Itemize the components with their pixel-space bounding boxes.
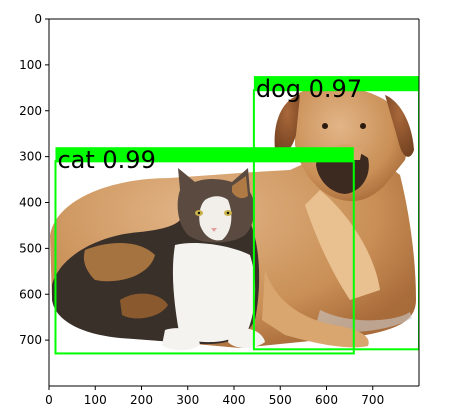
cat-white-chest xyxy=(172,243,256,343)
x-tick-label: 400 xyxy=(223,393,246,407)
x-tick-label: 700 xyxy=(361,393,384,407)
dog-ear-left xyxy=(274,95,300,155)
detections-layer: dog 0.97 cat 0.99 xyxy=(54,75,419,355)
cat-nose xyxy=(211,228,217,232)
dog-eye-right xyxy=(360,123,366,129)
cat-orange-patch xyxy=(83,243,155,282)
cat-paws xyxy=(162,328,200,351)
x-tick-label: 200 xyxy=(130,393,153,407)
y-tick-label: 300 xyxy=(19,150,42,164)
label-bar-cat xyxy=(55,147,354,163)
label-dog: dog 0.97 xyxy=(256,75,362,103)
cat-orange-patch-2 xyxy=(120,293,168,319)
label-cat: cat 0.99 xyxy=(57,146,155,174)
y-tick-label: 200 xyxy=(19,104,42,118)
cat-face-white xyxy=(199,196,232,241)
y-tick-label: 600 xyxy=(19,287,42,301)
x-tick-label: 300 xyxy=(176,393,199,407)
y-tick-label: 700 xyxy=(19,333,42,347)
cat-head-orange xyxy=(232,176,248,199)
y-tick-label: 0 xyxy=(34,12,42,26)
label-bar-dog xyxy=(253,76,419,92)
y-tick-label: 500 xyxy=(19,241,42,255)
ticks-layer: 0 100 200 300 400 500 600 700 0 100 200 300 400 500 60… xyxy=(19,12,384,407)
x-tick-label: 500 xyxy=(269,393,292,407)
photo xyxy=(50,85,416,351)
dog-ear-right xyxy=(385,95,414,157)
dog-front-leg xyxy=(262,270,369,348)
x-tick-label: 600 xyxy=(315,393,338,407)
cat-paw-2 xyxy=(228,328,265,348)
y-tick-label: 400 xyxy=(19,196,42,210)
dog-eye-left xyxy=(322,123,328,129)
x-tick-label: 100 xyxy=(84,393,107,407)
x-tick-label: 0 xyxy=(45,393,53,407)
y-tick-label: 100 xyxy=(19,58,42,72)
dog-chest xyxy=(305,190,380,300)
